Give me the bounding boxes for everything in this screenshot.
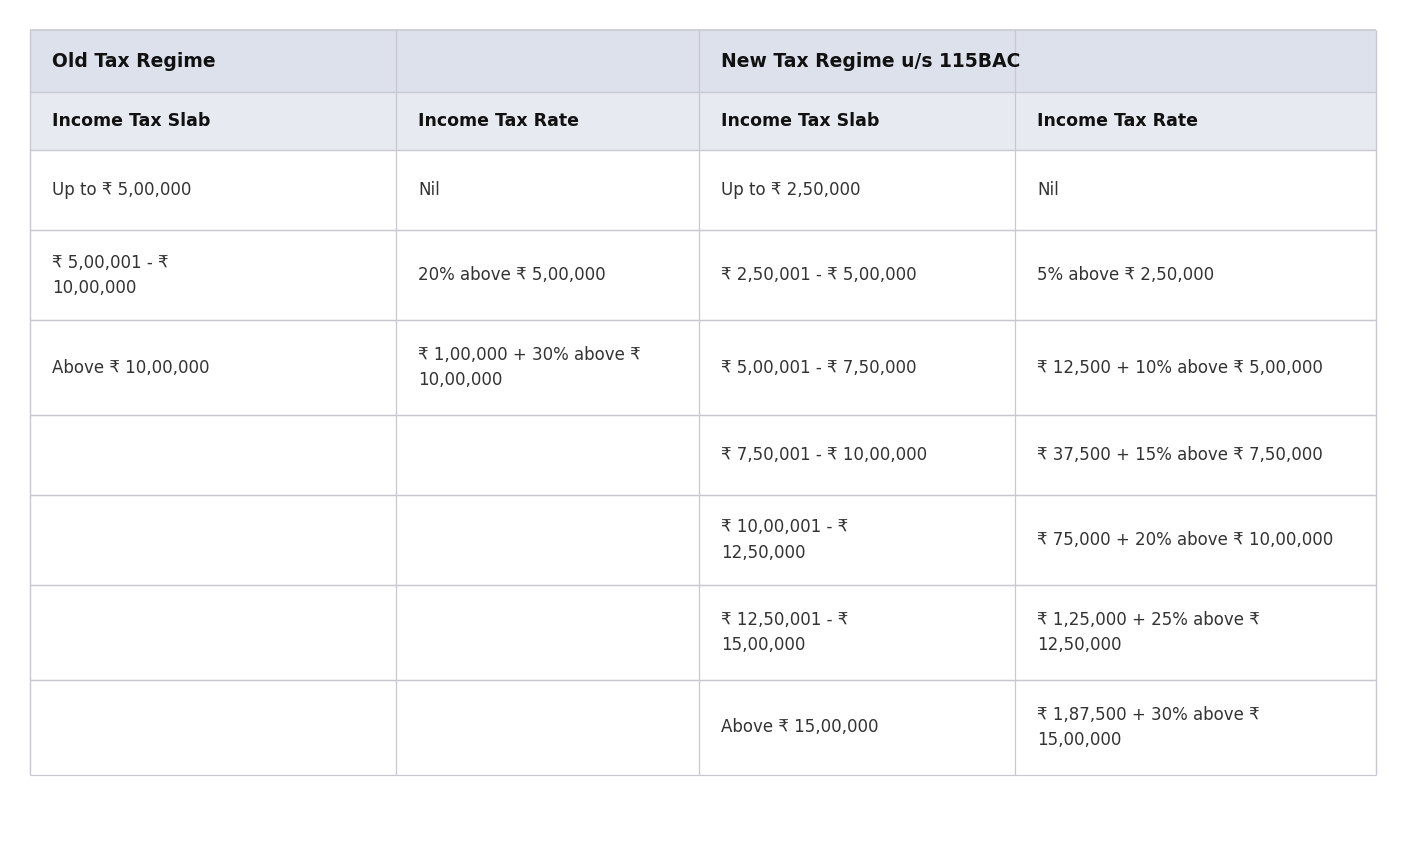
Text: Income Tax Slab: Income Tax Slab <box>721 112 879 130</box>
Text: ₹ 75,000 + 20% above ₹ 10,00,000: ₹ 75,000 + 20% above ₹ 10,00,000 <box>1038 531 1333 549</box>
Bar <box>30 415 1376 495</box>
Text: ₹ 7,50,001 - ₹ 10,00,000: ₹ 7,50,001 - ₹ 10,00,000 <box>721 446 927 464</box>
Text: Old Tax Regime: Old Tax Regime <box>52 52 215 70</box>
Text: Above ₹ 15,00,000: Above ₹ 15,00,000 <box>721 718 879 737</box>
Bar <box>30 30 1376 92</box>
Bar <box>30 92 1376 150</box>
Text: Up to ₹ 2,50,000: Up to ₹ 2,50,000 <box>721 181 860 199</box>
Text: Income Tax Rate: Income Tax Rate <box>1038 112 1198 130</box>
Text: ₹ 37,500 + 15% above ₹ 7,50,000: ₹ 37,500 + 15% above ₹ 7,50,000 <box>1038 446 1323 464</box>
Text: New Tax Regime u/s 115BAC: New Tax Regime u/s 115BAC <box>721 52 1021 70</box>
Text: ₹ 5,00,001 - ₹ 7,50,000: ₹ 5,00,001 - ₹ 7,50,000 <box>721 359 917 376</box>
Bar <box>30 495 1376 585</box>
Text: ₹ 12,50,001 - ₹
15,00,000: ₹ 12,50,001 - ₹ 15,00,000 <box>721 611 848 654</box>
Text: ₹ 2,50,001 - ₹ 5,00,000: ₹ 2,50,001 - ₹ 5,00,000 <box>721 266 917 284</box>
Text: Income Tax Rate: Income Tax Rate <box>418 112 579 130</box>
Text: Nil: Nil <box>418 181 440 199</box>
Text: ₹ 1,87,500 + 30% above ₹
15,00,000: ₹ 1,87,500 + 30% above ₹ 15,00,000 <box>1038 706 1260 749</box>
Bar <box>30 680 1376 775</box>
Text: ₹ 5,00,001 - ₹
10,00,000: ₹ 5,00,001 - ₹ 10,00,000 <box>52 254 169 296</box>
Bar <box>30 320 1376 415</box>
Text: ₹ 12,500 + 10% above ₹ 5,00,000: ₹ 12,500 + 10% above ₹ 5,00,000 <box>1038 359 1323 376</box>
Text: Above ₹ 10,00,000: Above ₹ 10,00,000 <box>52 359 209 376</box>
Text: Income Tax Slab: Income Tax Slab <box>52 112 211 130</box>
Text: ₹ 1,25,000 + 25% above ₹
12,50,000: ₹ 1,25,000 + 25% above ₹ 12,50,000 <box>1038 611 1260 654</box>
Bar <box>30 230 1376 320</box>
Text: ₹ 1,00,000 + 30% above ₹
10,00,000: ₹ 1,00,000 + 30% above ₹ 10,00,000 <box>418 346 641 389</box>
Bar <box>30 150 1376 230</box>
Bar <box>30 585 1376 680</box>
Text: ₹ 10,00,001 - ₹
12,50,000: ₹ 10,00,001 - ₹ 12,50,000 <box>721 519 848 562</box>
Text: Nil: Nil <box>1038 181 1059 199</box>
Text: 5% above ₹ 2,50,000: 5% above ₹ 2,50,000 <box>1038 266 1215 284</box>
Text: Up to ₹ 5,00,000: Up to ₹ 5,00,000 <box>52 181 191 199</box>
Text: 20% above ₹ 5,00,000: 20% above ₹ 5,00,000 <box>418 266 606 284</box>
